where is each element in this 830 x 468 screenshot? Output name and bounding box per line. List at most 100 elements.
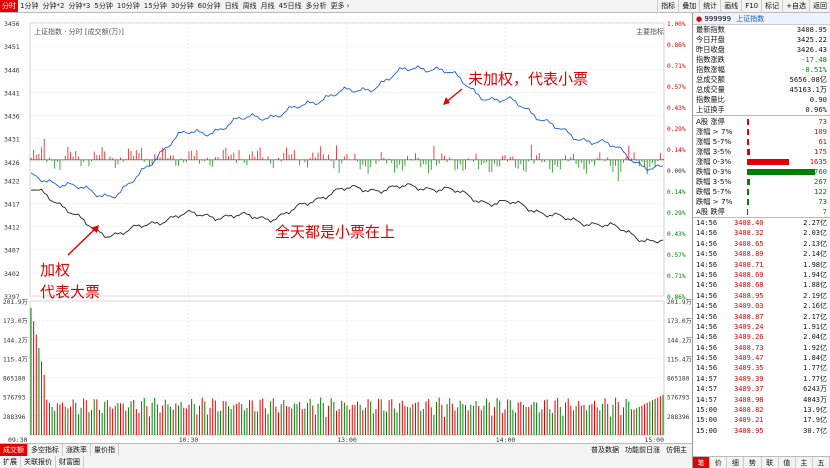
tool-button[interactable]: 叠加	[678, 0, 699, 13]
tick-price: 3408.95	[734, 291, 764, 300]
tick-row: 14:56 3408.68 1.88亿	[693, 280, 830, 290]
distribution-value: 175	[814, 147, 827, 156]
tool-button[interactable]: F10	[741, 0, 761, 13]
panel-foot-tab[interactable]: 势	[744, 457, 762, 468]
tick-row: 14:56 3409.35 1.77亿	[693, 363, 830, 373]
period-tab[interactable]: 30分钟	[170, 2, 194, 10]
panel-foot-tab[interactable]: 主	[796, 457, 813, 468]
panel-foot-tab[interactable]: 联	[762, 457, 779, 468]
tool-button[interactable]: 标记	[761, 0, 782, 13]
distribution-value: 2760	[809, 167, 827, 176]
indicator-tab[interactable]: 成交额	[0, 444, 28, 456]
period-tab[interactable]: 10分钟	[116, 2, 140, 10]
indicator-tab[interactable]: 量价指	[91, 444, 119, 456]
percent-axis-label: 0.14%	[667, 189, 686, 196]
intraday-chart[interactable]: 3456 3451 3446 3441 3436 3431 3426 3422 3417 3412…	[0, 13, 692, 443]
tick-price: 3408.32	[734, 229, 764, 238]
tool-button[interactable]: +自选	[782, 0, 809, 13]
distribution-label: 涨幅 0-3%	[696, 157, 732, 166]
tick-time: 14:56	[696, 260, 718, 269]
tick-time: 15:00	[696, 416, 718, 425]
price-axis-label: 3397	[4, 293, 20, 301]
distribution-bar	[747, 159, 789, 165]
quote-row: 最新指数 3408.95	[693, 25, 830, 35]
indicator-tab[interactable]: 多空指标	[28, 444, 63, 456]
quote-value: 3426.43	[796, 45, 827, 54]
period-toolbar: 分时 1分钟 分钟*2 分钟*3 5分钟 10分钟 15分钟 30分钟 60分钟 日线 周线 月线 45…	[0, 0, 830, 13]
period-tab[interactable]: 15分钟	[143, 2, 167, 10]
panel-foot-tab[interactable]: 五	[813, 457, 830, 468]
tick-price: 3408.87	[734, 312, 764, 321]
distribution-value: 61	[818, 137, 827, 146]
indicator-tab[interactable]: 涨跌率	[63, 444, 91, 456]
quote-label: 今日开盘	[696, 35, 725, 44]
panel-foot-tab[interactable]: 值	[779, 457, 796, 468]
distribution-row: 跌幅 3-5% 267	[693, 177, 830, 187]
period-tab[interactable]: 日线	[224, 2, 239, 10]
tick-list[interactable]: 14:56 3408.40 2.27亿 14:56 3408.32 2.03亿 14:56 3…	[693, 217, 830, 436]
price-axis-label: 3417	[4, 200, 20, 208]
period-tab[interactable]: 分时	[0, 0, 18, 12]
tool-button[interactable]: 返回	[809, 0, 830, 13]
bottom-right-button[interactable]: 功能前日涨	[625, 446, 660, 454]
distribution-value: 73	[818, 197, 827, 206]
panel-foot-tab[interactable]: 细	[727, 457, 745, 468]
bottom-right-button[interactable]: 普及数据	[591, 446, 619, 454]
tool-button[interactable]: 统计	[699, 0, 720, 13]
distribution-label: 跌幅 5-7%	[696, 187, 732, 196]
extension-tab[interactable]: 关联报价	[21, 456, 56, 468]
tick-volume: 2.17亿	[803, 312, 827, 321]
extension-tab[interactable]: 财富圈	[56, 456, 84, 468]
tick-time: 14:56	[696, 333, 718, 342]
panel-foot-tab[interactable]: 笔	[693, 457, 711, 468]
tick-price: 3408.82	[734, 406, 764, 415]
distribution-row: 跌幅 > 7% 73	[693, 197, 830, 207]
price-axis-label: 3412	[4, 224, 20, 232]
extension-tab[interactable]: 扩展	[0, 456, 21, 468]
distribution-value: 267	[814, 177, 827, 186]
price-axis-label: 3436	[4, 113, 20, 121]
period-tab[interactable]: 60分钟	[197, 2, 221, 10]
tick-volume: 1.91亿	[803, 322, 827, 331]
tick-row: 14:57 3409.37 6243万	[693, 384, 830, 394]
tick-time: 14:57	[696, 395, 718, 404]
period-tab[interactable]: 更多 ›	[330, 2, 350, 10]
tool-buttons: 指标 叠加 统计 画线 F10 标记 +自选 返回	[657, 0, 830, 13]
period-tab[interactable]: 多分析	[305, 2, 327, 10]
tick-volume: 1.77亿	[803, 374, 827, 383]
time-axis-label: 14:00	[496, 436, 516, 443]
period-tab[interactable]: 分钟*3	[68, 2, 91, 10]
period-tab[interactable]: 分钟*2	[42, 2, 65, 10]
period-tab[interactable]: 5分钟	[94, 2, 113, 10]
tick-row: 14:56 3408.95 2.19亿	[693, 291, 830, 301]
distribution-bar	[747, 209, 748, 215]
tick-volume: 1.98亿	[803, 260, 827, 269]
tick-time: 14:56	[696, 354, 718, 363]
period-tab[interactable]: 月线	[260, 2, 275, 10]
quote-label: 总成交额	[696, 75, 725, 84]
annotation-weighted-2: 代表大票	[40, 283, 101, 301]
bottom-right-button[interactable]: 仿佣主	[666, 446, 687, 454]
tick-price: 3408.95	[734, 426, 764, 435]
price-axis-label: 3426	[4, 159, 20, 167]
period-tab[interactable]: 45日线	[278, 2, 302, 10]
period-tab[interactable]: 1分钟	[20, 2, 39, 10]
distribution-table: A股 涨停 73 涨幅 > 7% 109 涨幅 5-7% 61 涨幅 3-5% 175 涨幅 0…	[693, 115, 830, 217]
tick-volume: 2.03亿	[803, 229, 827, 238]
tick-price: 3409.21	[734, 416, 764, 425]
tool-button[interactable]: 画线	[720, 0, 741, 13]
tick-row: 14:56 3408.69 1.94亿	[693, 270, 830, 280]
price-axis-label: 3407	[4, 247, 20, 255]
tick-time: 15:00	[696, 426, 718, 435]
quote-row: 总成交额 5656.08亿	[693, 75, 830, 85]
tick-price: 3409.03	[734, 302, 764, 311]
period-tab[interactable]: 周线	[242, 2, 257, 10]
quote-row: 总成交量 45163.1万	[693, 85, 830, 95]
tool-button[interactable]: 指标	[657, 0, 678, 13]
distribution-row: 涨幅 5-7% 61	[693, 137, 830, 147]
tick-row: 14:56 3408.89 2.14亿	[693, 249, 830, 259]
tick-price: 3408.89	[734, 250, 764, 259]
tick-price: 3408.73	[734, 343, 764, 352]
price-axis-label: 3402	[4, 270, 20, 278]
panel-foot-tab[interactable]: 价	[710, 457, 728, 468]
